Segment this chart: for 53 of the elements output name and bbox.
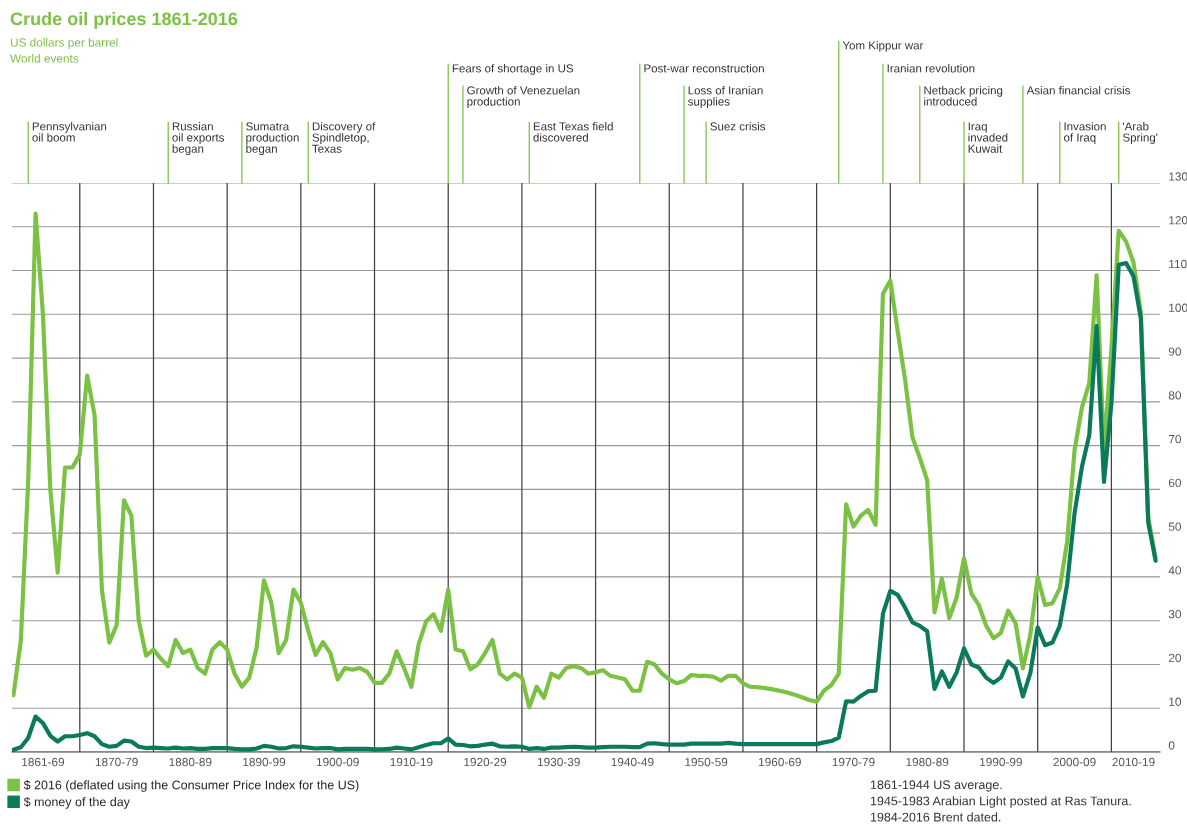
text: 'Arab Spring' — [1122, 122, 1158, 144]
x-tick-label: 1930-39 — [537, 757, 580, 767]
text: Iraq invaded Kuwait — [968, 122, 1008, 153]
x-tick-label: 1870-79 — [95, 757, 138, 767]
legend-label: $ money of the day — [23, 796, 130, 809]
x-tick-label: 1900-09 — [316, 757, 359, 767]
x-tick-label: 1960-69 — [759, 757, 801, 767]
text: Fears of shortage in US — [452, 64, 574, 75]
text: Suez crisis — [710, 122, 766, 131]
text: Post-war reconstruction — [644, 64, 764, 73]
x-tick-label: 1861-69 — [22, 757, 65, 767]
y-tick-label: 100 — [1169, 303, 1187, 312]
x-tick-label: 1940-49 — [611, 757, 654, 767]
y-tick-label: 10 — [1169, 697, 1181, 706]
y-tick-label: 60 — [1168, 478, 1181, 488]
y-tick-label: 130 — [1169, 172, 1187, 181]
x-tick-label: 1890-99 — [243, 757, 286, 767]
y-tick-label: 90 — [1168, 347, 1181, 356]
y-tick-label: 0 — [1168, 741, 1175, 750]
x-tick-label: 1920-29 — [464, 757, 507, 767]
x-tick-label: 1970-79 — [832, 757, 875, 767]
y-tick-label: 120 — [1169, 216, 1187, 225]
x-tick-label: 1910-19 — [390, 757, 433, 767]
text: Loss of Iranian supplies — [688, 86, 763, 108]
text: Yom Kippur war — [842, 41, 924, 52]
y-tick-label: 40 — [1168, 566, 1181, 575]
legend-label: $ 2016 (deflated using the Consumer Price Index for the US) — [23, 780, 359, 792]
text: Iranian revolution — [887, 64, 975, 73]
text: Sumatra production began — [246, 122, 299, 156]
text: East Texas field discovered — [533, 122, 613, 142]
text: 1861-1944 US average. 1945-1983 Arabian Light posted at Ras Tanura. 1984-2016 Brent dated. — [870, 780, 1131, 822]
y-tick-label: 70 — [1168, 434, 1181, 444]
x-tick-label: 1950-59 — [685, 757, 728, 767]
text: Growth of Venezuelan production — [467, 86, 580, 108]
x-tick-label: 1980-89 — [906, 757, 949, 767]
y-tick-label: 20 — [1168, 653, 1181, 663]
text: World events — [10, 54, 79, 63]
text: Invasion of Iraq — [1063, 122, 1106, 144]
x-tick-label: 1880-89 — [169, 757, 212, 767]
y-tick-label: 110 — [1169, 259, 1187, 269]
x-tick-label: 1990-99 — [980, 757, 1022, 767]
text: Pennsylvanian oil boom — [32, 122, 107, 142]
chart-title: Crude oil prices 1861-2016 — [10, 12, 238, 29]
y-tick-label: 30 — [1168, 610, 1181, 619]
x-tick-label: 2000-09 — [1053, 757, 1096, 767]
text: Discovery of Spindletop, Texas — [312, 122, 376, 153]
y-tick-label: 80 — [1168, 391, 1181, 400]
y-tick-label: 50 — [1168, 522, 1181, 531]
text: Asian financial crisis — [1026, 86, 1130, 95]
text: Netback pricing introduced — [924, 86, 1003, 106]
text: Russian oil exports began — [172, 122, 225, 156]
chart-subtitle: US dollars per barrel — [10, 38, 118, 50]
x-tick-label: 2010-19 — [1112, 757, 1155, 767]
